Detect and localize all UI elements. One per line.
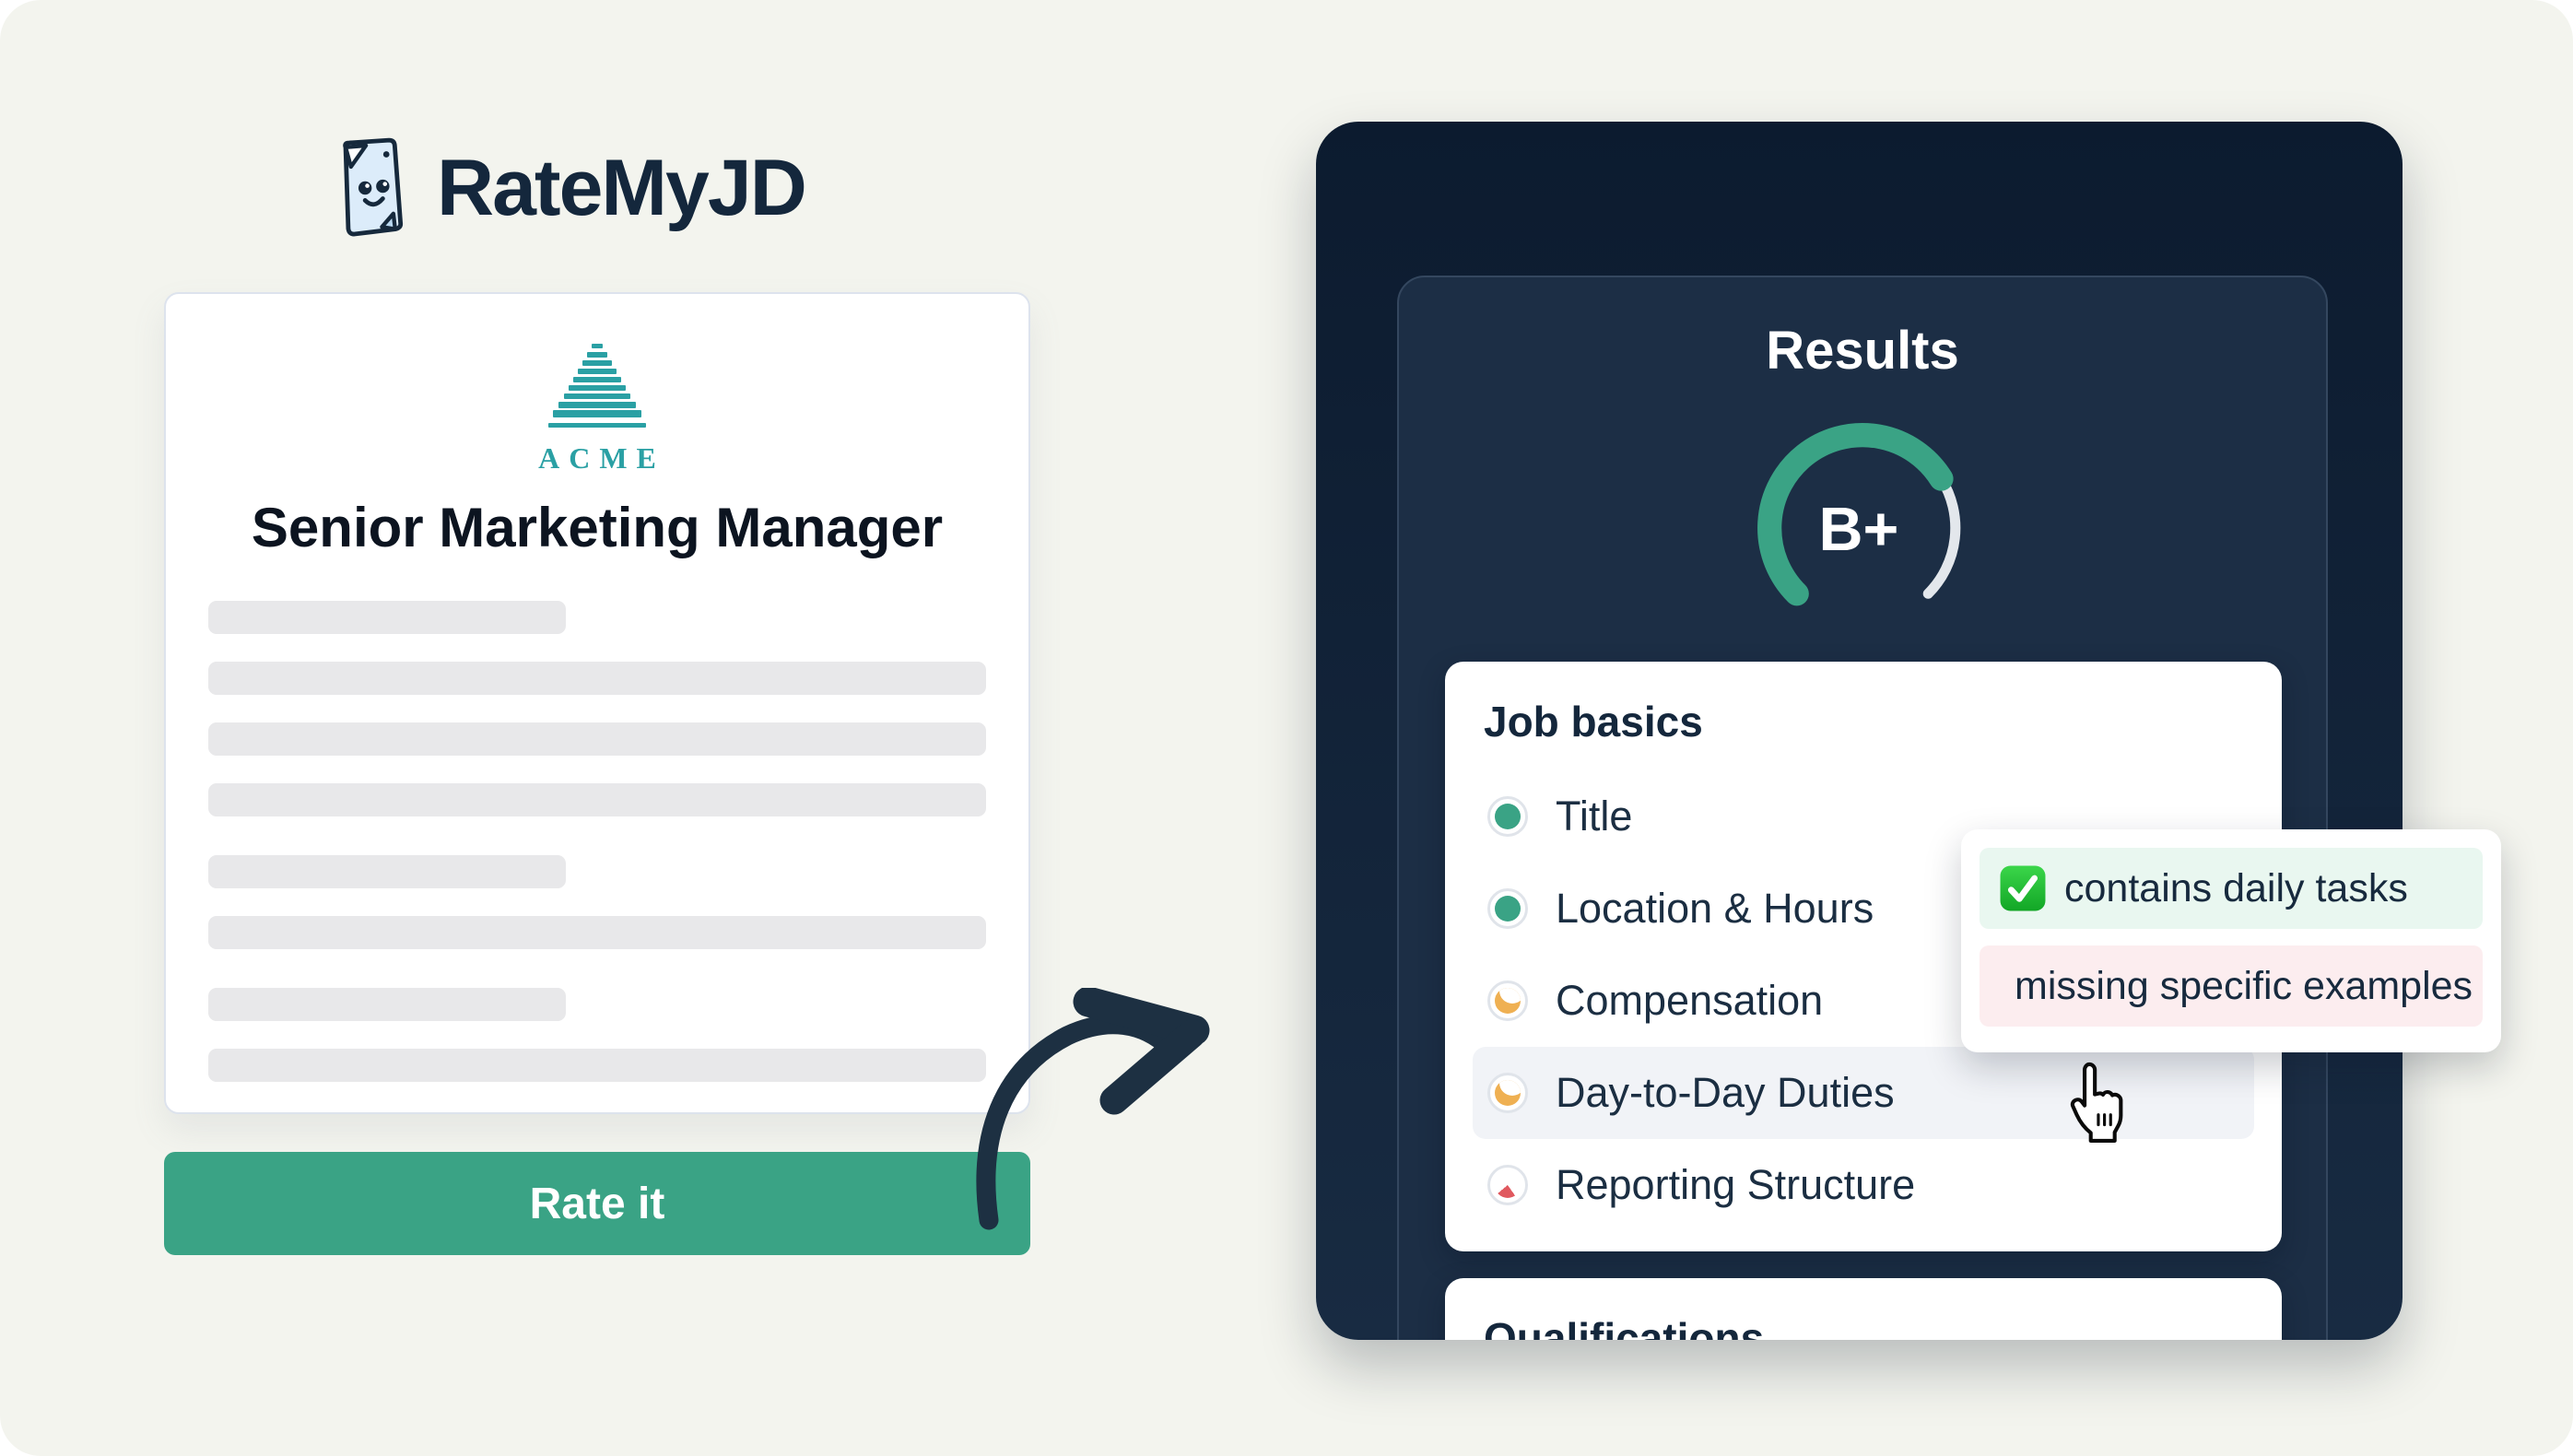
checklist-item-compensation[interactable]: Compensation — [1473, 955, 2254, 1047]
checklist-item-label: Title — [1556, 793, 1633, 840]
status-dot — [1487, 1073, 1528, 1113]
grade-text: B+ — [1819, 496, 1899, 564]
checklist-item-location-hours[interactable]: Location & Hours — [1473, 863, 2254, 955]
app-logo: RateMyJD — [324, 136, 807, 240]
feedback-tooltip: contains daily tasks missing specific ex… — [1961, 829, 2501, 1052]
status-dot — [1487, 888, 1528, 929]
tooltip-positive-text: contains daily tasks — [2064, 865, 2408, 910]
checklist-item-label: Location & Hours — [1556, 885, 1874, 932]
app-name: RateMyJD — [437, 143, 807, 232]
status-dot — [1487, 980, 1528, 1021]
status-dot — [1487, 796, 1528, 837]
tooltip-positive-row: contains daily tasks — [1980, 848, 2483, 929]
skeleton-line — [208, 916, 986, 949]
results-panel: Results B+ Job basics Title Location & H… — [1316, 122, 2403, 1340]
company-name: ACME — [538, 441, 665, 475]
arrow-doodle-icon — [976, 988, 1210, 1230]
skeleton-line — [208, 662, 986, 695]
company-logo: ACME — [166, 344, 1028, 476]
skeleton-line — [208, 855, 567, 888]
tooltip-negative-row: missing specific examples — [1980, 945, 2483, 1027]
checklist-item-day-to-day-duties[interactable]: Day-to-Day Duties — [1473, 1047, 2254, 1139]
acme-pyramid-logo — [548, 344, 646, 428]
grade-gauge: B+ — [1757, 423, 1961, 606]
results-title: Results — [1766, 321, 1959, 381]
status-dot — [1487, 1165, 1528, 1205]
paper-mascot-icon — [343, 137, 404, 237]
qualifications-card: Qualifications — [1445, 1278, 2282, 1340]
results-inner-panel: Results B+ Job basics Title Location & H… — [1397, 276, 2328, 1340]
job-description-card: ACME Senior Marketing Manager — [164, 292, 1030, 1114]
skeleton-line — [208, 783, 986, 816]
hand-cursor-icon — [2070, 1062, 2123, 1143]
jd-skeleton-text — [208, 601, 986, 1082]
checklist-item-label: Day-to-Day Duties — [1556, 1069, 1895, 1116]
checklist-item-label: Reporting Structure — [1556, 1161, 1916, 1208]
rate-it-button[interactable]: Rate it — [164, 1152, 1030, 1255]
checklist-item-reporting-structure[interactable]: Reporting Structure — [1473, 1139, 2254, 1231]
job-title: Senior Marketing Manager — [251, 497, 944, 558]
check-emoji-icon — [2000, 865, 2046, 911]
section-title: Job basics — [1484, 698, 1703, 746]
checklist-item-label: Compensation — [1556, 977, 1824, 1024]
skeleton-line — [208, 988, 567, 1021]
checklist-item-title[interactable]: Title — [1473, 770, 2254, 863]
skeleton-line — [208, 601, 567, 634]
skeleton-line — [208, 1049, 986, 1082]
section-title: Qualifications — [1484, 1314, 1765, 1340]
skeleton-line — [208, 722, 986, 756]
tooltip-negative-text: missing specific examples — [2015, 963, 2473, 1008]
